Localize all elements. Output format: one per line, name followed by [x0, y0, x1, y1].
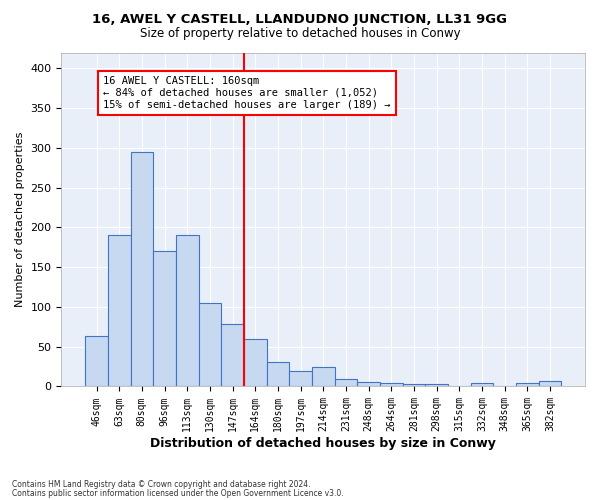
Text: Contains HM Land Registry data © Crown copyright and database right 2024.: Contains HM Land Registry data © Crown c… — [12, 480, 311, 489]
Text: 16, AWEL Y CASTELL, LLANDUDNO JUNCTION, LL31 9GG: 16, AWEL Y CASTELL, LLANDUDNO JUNCTION, … — [92, 12, 508, 26]
Text: Size of property relative to detached houses in Conwy: Size of property relative to detached ho… — [140, 28, 460, 40]
Bar — [289, 370, 312, 386]
Text: Contains public sector information licensed under the Open Government Licence v3: Contains public sector information licen… — [12, 488, 344, 498]
Bar — [516, 384, 539, 386]
Bar — [221, 324, 244, 386]
Bar — [403, 384, 425, 386]
Bar — [176, 236, 199, 386]
Bar — [199, 303, 221, 386]
Bar — [380, 384, 403, 386]
Bar — [470, 384, 493, 386]
Bar — [539, 381, 561, 386]
Bar — [266, 362, 289, 386]
Y-axis label: Number of detached properties: Number of detached properties — [15, 132, 25, 307]
Bar — [357, 382, 380, 386]
Bar — [153, 252, 176, 386]
X-axis label: Distribution of detached houses by size in Conwy: Distribution of detached houses by size … — [150, 437, 496, 450]
Bar — [312, 368, 335, 386]
Bar — [108, 236, 131, 386]
Bar — [425, 384, 448, 386]
Bar — [85, 336, 108, 386]
Bar — [335, 380, 357, 386]
Bar — [131, 152, 153, 386]
Bar — [244, 339, 266, 386]
Text: 16 AWEL Y CASTELL: 160sqm
← 84% of detached houses are smaller (1,052)
15% of se: 16 AWEL Y CASTELL: 160sqm ← 84% of detac… — [103, 76, 391, 110]
